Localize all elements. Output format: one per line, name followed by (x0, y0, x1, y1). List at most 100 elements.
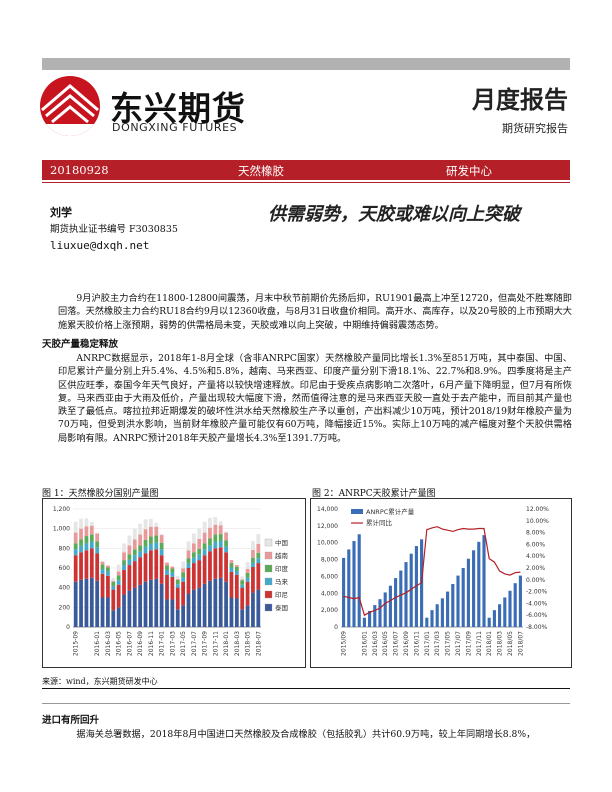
bar-segment (170, 599, 175, 627)
bar-segment (175, 584, 180, 588)
bar-segment (138, 523, 143, 535)
bar-segment (181, 561, 185, 569)
bar-segment (111, 577, 116, 581)
bar-segment (218, 534, 223, 541)
bar-segment (138, 551, 143, 558)
bar-segment (127, 535, 132, 546)
y-tick-label: 6,000 (321, 573, 338, 580)
x-tick-label: 2015-09 (73, 631, 80, 656)
x-tick-label: 2016/07 (393, 631, 400, 656)
bar-segment (208, 538, 212, 546)
headline: 供需弱势，天胶或难以向上突破 (268, 204, 520, 225)
author-email[interactable]: liuxue@dxqh.net (50, 239, 150, 252)
x-tick-label: 2017/01 (424, 631, 431, 656)
bar-segment (213, 534, 218, 542)
bar-segment (84, 536, 89, 544)
bar-segment (197, 560, 202, 588)
x-tick-label: 2018-01 (223, 631, 230, 656)
bar-segment (154, 526, 159, 536)
bar-segment (149, 579, 153, 627)
bar-segment (245, 577, 250, 582)
bar (492, 610, 496, 627)
bar-segment (229, 597, 234, 627)
y-tick-label: 8,000 (321, 557, 338, 564)
bar-segment (127, 554, 132, 560)
bar-segment (224, 552, 228, 582)
bar-segment (95, 533, 100, 542)
bar (461, 568, 465, 627)
bar-segment (116, 580, 121, 585)
bar (404, 562, 408, 627)
bar-segment (208, 551, 212, 581)
bar-segment (181, 605, 185, 627)
bar-segment (197, 538, 202, 549)
bar-segment (256, 589, 261, 627)
bar-segment (213, 524, 218, 535)
bar-segment (170, 568, 175, 573)
legend-swatch (264, 538, 273, 547)
bar-segment (132, 528, 137, 540)
section-paragraph: ANRPC数据显示，2018年1-8月全球（含非ANRPC国家）天然橡胶产量同比… (58, 353, 572, 444)
y2-tick-label: -4.00% (526, 600, 548, 607)
bar (378, 599, 382, 627)
bar-segment (191, 543, 196, 553)
bar-segment (116, 571, 121, 576)
y2-tick-label: 12.00% (526, 506, 549, 513)
bar-segment (143, 581, 148, 627)
bar-segment (84, 526, 89, 537)
report-subtype: 期货研究报告 (502, 122, 568, 135)
bar-segment (116, 607, 121, 627)
bar-segment (79, 552, 83, 580)
chart-2-svg: 0 2,000 4,000 6,000 8,000 10,000 12,000 14,000 -… (317, 506, 549, 656)
bar-segment (208, 580, 212, 627)
bar-segment (127, 545, 132, 555)
bar-segment (143, 546, 148, 554)
bar-segment (245, 562, 250, 569)
figure-2-title: 图 2：ANRPC天胶累计产量图 (312, 489, 436, 499)
chart-1-svg: 0 200 400 600 800 1,000 1,200 2015-09 2016-01 201… (53, 506, 289, 656)
bar (451, 584, 455, 627)
bar-segment (106, 575, 110, 598)
bar-segment (159, 549, 164, 556)
bar-segment (106, 597, 110, 627)
bar-segment (138, 557, 143, 585)
bar-segment (229, 567, 234, 572)
bar-segment (197, 587, 202, 627)
y2-tick-label: -6.00% (526, 612, 548, 619)
x-tick-label: 2016/05 (382, 631, 389, 656)
bar-segment (229, 571, 234, 598)
x-tick-label: 2017-09 (202, 631, 209, 656)
bar-segment (79, 539, 83, 546)
y-tick-label: 0 (334, 624, 338, 631)
bar-segment (79, 518, 83, 529)
bar-segment (132, 561, 137, 588)
bar-segment (186, 568, 191, 594)
y-tick-label: 600 (59, 565, 71, 572)
bar-segment (159, 534, 164, 536)
bar-segment (251, 567, 255, 593)
growth-line (343, 526, 521, 617)
y-tick-label: 10,000 (317, 540, 338, 547)
bar-segment (256, 543, 261, 553)
bar (466, 558, 470, 627)
figure-source: 来源：wind，东兴期货研发中心 (42, 677, 158, 686)
bar-segment (122, 560, 126, 566)
y-tick-label: 200 (59, 604, 71, 611)
bar (482, 535, 486, 627)
bar-segment (229, 563, 234, 568)
bar-segment (165, 565, 169, 570)
y-tick-label: 12,000 (317, 523, 338, 530)
x-tick-label: 2018-05 (245, 631, 252, 656)
bar-segment (202, 532, 207, 544)
bar-segment (197, 554, 202, 561)
bar-segment (165, 569, 169, 575)
bar-segment (111, 589, 116, 611)
bar-segment (240, 580, 245, 585)
company-name-cn: 东兴期货 (110, 89, 246, 128)
product-name: 天然橡胶 (238, 164, 284, 178)
bar-segment (181, 568, 185, 573)
bar-segment (245, 568, 250, 573)
bar-segment (149, 536, 153, 544)
bar (503, 597, 507, 627)
bar-segment (84, 550, 89, 579)
